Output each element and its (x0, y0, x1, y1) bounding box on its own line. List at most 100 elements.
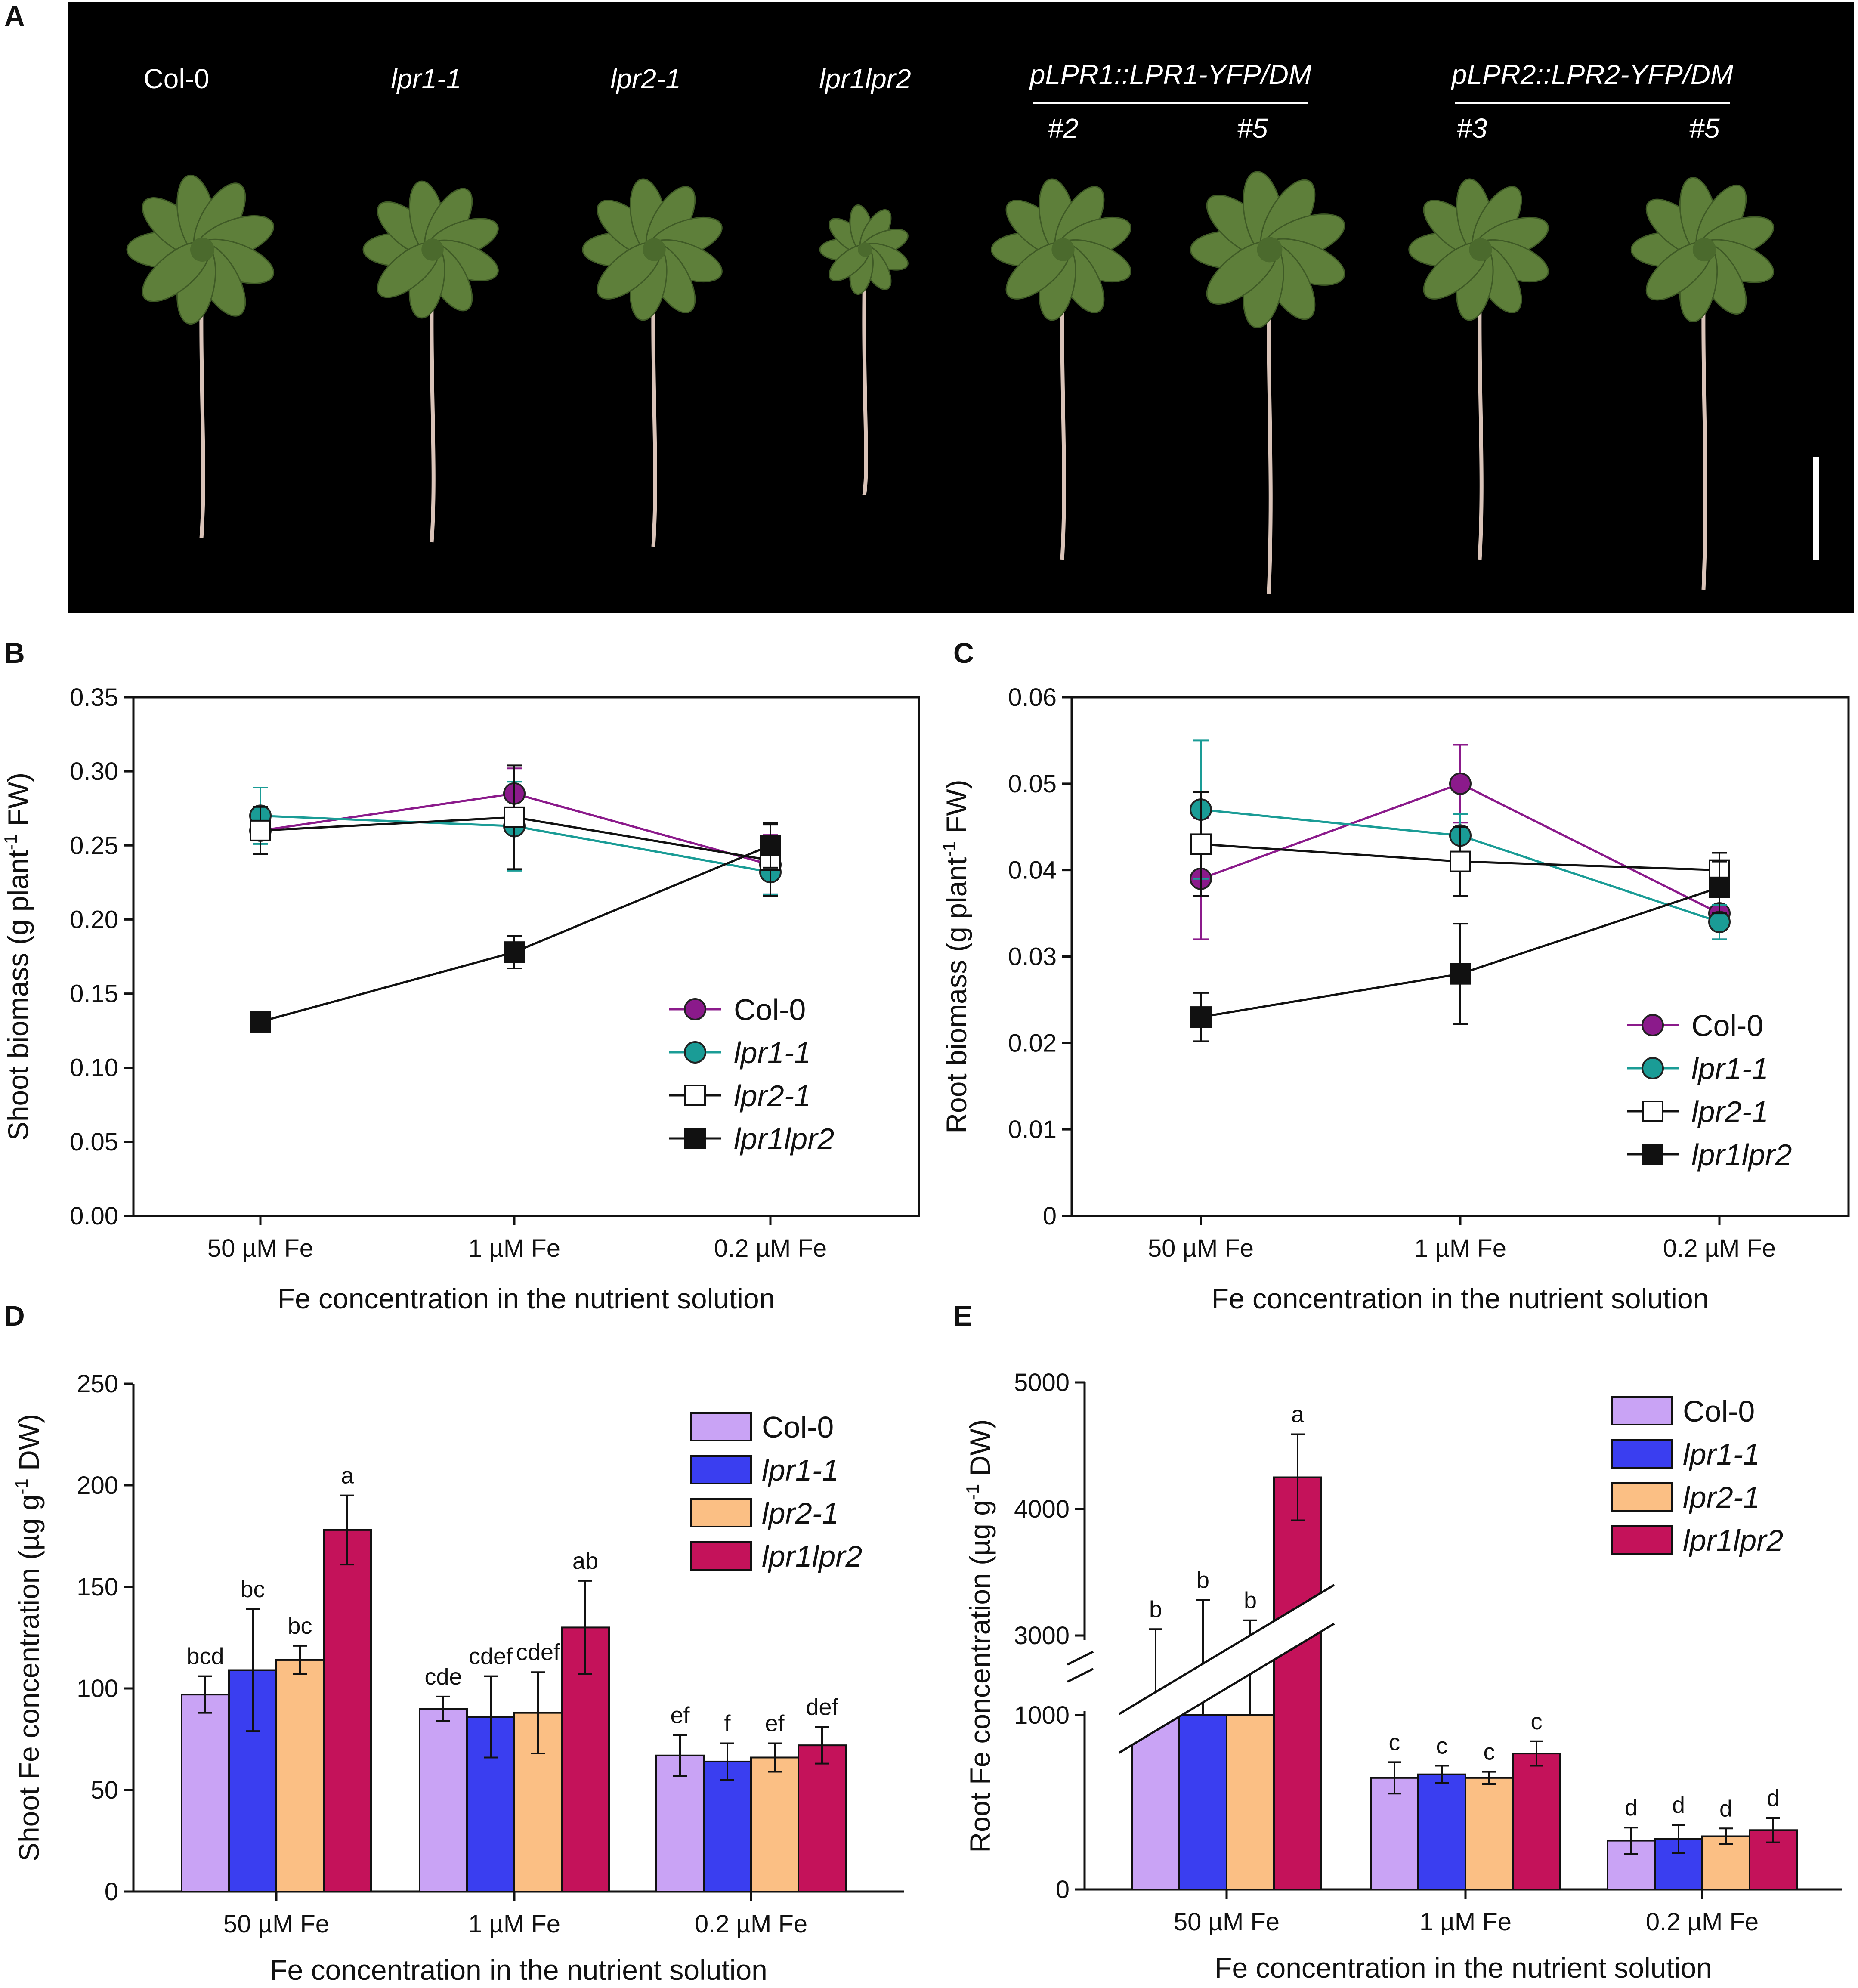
x-tick-label: 0.2 µM Fe (1663, 1234, 1776, 1262)
bar (1131, 1714, 1180, 1890)
scale-bar (1813, 457, 1819, 560)
panel-label-a: A (4, 0, 25, 32)
y-tick-label: 0 (105, 1878, 118, 1906)
axis-break-gap (1072, 1640, 1097, 1711)
legend-marker (684, 1128, 706, 1149)
y-tick-label: 0.30 (70, 757, 118, 785)
photo-label-2: lpr1-1 (391, 63, 461, 94)
legend-label: lpr1-1 (762, 1453, 839, 1487)
y-axis-title: Shoot biomass (g plant-1 FW) (0, 773, 34, 1141)
x-axis-title: Fe concentration in the nutrient solutio… (270, 1954, 767, 1986)
plant-center (1692, 238, 1716, 262)
legend-entry-lpr1lpr2: lpr1lpr2 (669, 1122, 834, 1156)
y-axis-title: Shoot Fe concentration (µg g-1 DW) (11, 1414, 45, 1861)
significance-letter: ef (670, 1703, 690, 1728)
photo-line-label: #3 (1456, 113, 1487, 144)
axis-break-mark (1067, 1668, 1094, 1683)
plant-center (858, 242, 872, 257)
series-line (260, 844, 771, 1023)
legend-swatch (1611, 1396, 1673, 1425)
significance-letter: b (1244, 1588, 1257, 1614)
y-axis-title-sup: -1 (11, 1478, 31, 1494)
series-lpr1lpr2 (250, 822, 781, 1033)
legend-swatch (1611, 1482, 1673, 1512)
bar (703, 1760, 752, 1892)
photo-background (68, 2, 1854, 613)
significance-letter: b (1196, 1568, 1209, 1593)
bar (275, 1659, 325, 1892)
x-tick-label: 1 µM Fe (1414, 1234, 1506, 1262)
y-axis-title: Root Fe concentration (µg g-1 DW) (962, 1419, 996, 1852)
legend-marker (1642, 1101, 1663, 1122)
plant-rosette-7 (1408, 178, 1549, 321)
y-tick-label: 0.10 (70, 1054, 118, 1082)
y-tick-label: 0.04 (1008, 856, 1057, 884)
bar-break-band (1119, 1585, 1334, 1753)
x-axis-title: Fe concentration in the nutrient solutio… (278, 1283, 775, 1314)
panel-label-c: C (953, 637, 974, 669)
y-axis-title-main: Root biomass (g plant (940, 857, 972, 1134)
legend-marker (1642, 1014, 1664, 1036)
y-axis-title-end: DW) (964, 1419, 996, 1484)
legend-entry-Col-0: Col-0 (1627, 1009, 1763, 1042)
x-tick-label: 1 µM Fe (468, 1910, 560, 1938)
x-tick-label: 50 µM Fe (223, 1910, 329, 1938)
plant-rosette-1 (126, 174, 275, 325)
x-axis-title: Fe concentration in the nutrient solutio… (1212, 1283, 1709, 1314)
significance-letter: f (724, 1710, 731, 1736)
data-point (1450, 850, 1471, 872)
plant-center (643, 238, 666, 261)
legend-label: lpr2-1 (1683, 1481, 1760, 1514)
plant-center (1469, 238, 1492, 261)
legend-entry-lpr1-1: lpr1-1 (1627, 1052, 1768, 1085)
series-lpr1lpr2: a c d (1273, 1402, 1798, 1891)
legend-label: Col-0 (762, 1410, 834, 1444)
legend-label: Col-0 (1683, 1394, 1755, 1428)
bar (1273, 1476, 1322, 1890)
series-lpr1lpr2 (1190, 860, 1730, 1042)
legend-label: Col-0 (1691, 1009, 1763, 1042)
y-tick-label: 0.01 (1008, 1116, 1057, 1144)
legend-entry-lpr2-1: lpr2-1 (1627, 1095, 1768, 1128)
legend-label: lpr2-1 (734, 1079, 811, 1113)
y-tick-label: 0.15 (70, 980, 118, 1008)
data-point (250, 819, 271, 841)
x-tick-label: 0.2 µM Fe (714, 1234, 827, 1262)
data-point (250, 1011, 271, 1033)
y-tick-label: 150 (77, 1573, 118, 1601)
bar-break-mark (1118, 1623, 1335, 1754)
photo-label-1: Col-0 (144, 63, 210, 94)
data-point (1449, 772, 1472, 795)
legend-entry-Col-0: Col-0 (1611, 1394, 1755, 1428)
legend-label: lpr1-1 (1683, 1438, 1760, 1471)
significance-letter: d (1767, 1785, 1780, 1811)
y-tick-label: 0.05 (70, 1128, 118, 1156)
x-tick-label: 1 µM Fe (1419, 1908, 1512, 1936)
data-point (1450, 963, 1471, 985)
plant-center (1051, 238, 1075, 261)
legend-entry-lpr1-1: lpr1-1 (669, 1036, 811, 1070)
significance-letter: c (1389, 1729, 1400, 1755)
series-lpr1-1: bc cdef f (228, 1577, 752, 1893)
legend-label: lpr1lpr2 (762, 1540, 862, 1573)
significance-letter: cdef (469, 1644, 513, 1670)
series-lpr1lpr2: a ab def (323, 1463, 847, 1893)
significance-letter: bc (240, 1577, 265, 1602)
y-axis-title-sup: -1 (939, 841, 959, 857)
legend-marker (1642, 1144, 1663, 1165)
legend-entry-Col-0: Col-0 (690, 1410, 834, 1444)
significance-letter: bcd (186, 1644, 224, 1670)
legend-label: Col-0 (734, 993, 806, 1026)
legend-swatch (690, 1412, 752, 1441)
y-tick-label: 200 (77, 1472, 118, 1500)
bar (1417, 1773, 1466, 1891)
y-tick-label: 0.20 (70, 906, 118, 934)
significance-letter: ab (572, 1548, 598, 1574)
x-tick-label: 0.2 µM Fe (695, 1910, 807, 1938)
bar (798, 1744, 847, 1892)
y-tick-label: 0.05 (1008, 770, 1057, 798)
panel-label-b: B (4, 637, 25, 669)
series-lpr2-1: b c d (1226, 1588, 1750, 1891)
plant-root-4 (862, 249, 868, 495)
